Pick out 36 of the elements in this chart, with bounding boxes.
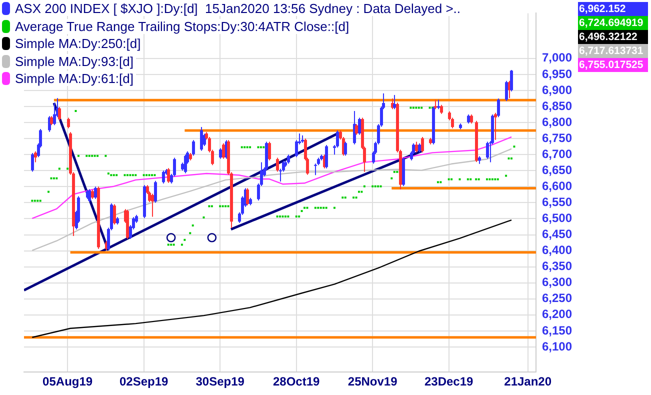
legend-label: Average True Range Trailing Stops:Dy:30:4ATR Close::[d] <box>13 18 352 34</box>
y-tick-label: 6,800 <box>542 114 572 129</box>
y-tick-label: 6,750 <box>542 130 572 145</box>
x-tick-label: 30Sep19 <box>196 374 245 389</box>
legend-label: ASX 200 INDEX [ $XJO ]:Dy:[d] 15Jan2020 13:56 Sydney : Data Delayed >.. <box>13 1 463 16</box>
y-tick-label: 6,200 <box>542 307 572 322</box>
text: 6,724.694919 <box>578 16 648 30</box>
text: 6,496.32122 <box>578 30 648 44</box>
legend-label: Simple MA:Dy:93:[d] <box>13 54 136 69</box>
y-tick-label: 6,250 <box>542 291 572 306</box>
x-tick-label: 23Dec19 <box>424 374 474 389</box>
legend-label: Simple MA:Dy:250:[d] <box>13 36 143 52</box>
y-tick-label: 6,400 <box>542 243 572 258</box>
y-tick-label: 6,150 <box>542 323 572 338</box>
x-tick-label: 28Oct19 <box>272 374 320 389</box>
y-tick-label: 6,500 <box>542 211 572 226</box>
text: 6,962.152 <box>578 2 648 16</box>
y-tick-label: 6,350 <box>542 259 572 274</box>
x-tick-label: 25Nov19 <box>348 374 398 389</box>
x-tick-label: 02Sep19 <box>119 374 169 389</box>
y-tick-label: 6,600 <box>542 178 572 193</box>
text: 6,755.017525 <box>578 58 648 72</box>
y-tick-label: 6,550 <box>542 195 572 210</box>
y-tick-label: 6,100 <box>542 339 572 354</box>
y-tick-label: 6,850 <box>542 98 572 113</box>
y-tick-label: 6,450 <box>542 227 572 242</box>
y-tick-label: 6,950 <box>542 66 572 81</box>
x-tick-label: 21Jan20 <box>504 374 552 389</box>
y-tick-label: 6,700 <box>542 146 572 161</box>
y-tick-label: 6,650 <box>542 162 572 177</box>
y-tick-label: 7,000 <box>542 50 572 65</box>
text: 6,717.613731 <box>578 44 648 58</box>
y-tick-label: 6,900 <box>542 82 572 97</box>
legend-label: Simple MA:Dy:61:[d] <box>13 71 136 86</box>
x-tick-label: 05Aug19 <box>42 374 93 389</box>
y-tick-label: 6,300 <box>542 275 572 290</box>
